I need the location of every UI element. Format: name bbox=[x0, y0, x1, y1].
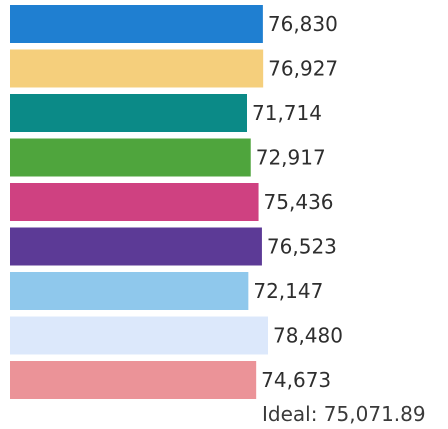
bar-value-label-8: 78,480 bbox=[273, 324, 343, 348]
bar-value-label-9: 74,673 bbox=[261, 368, 331, 392]
bar-value-label-7: 72,147 bbox=[253, 279, 323, 303]
bar-value-label-1: 76,830 bbox=[268, 12, 338, 36]
bar-7 bbox=[10, 272, 249, 310]
bars-layer bbox=[10, 5, 268, 399]
bar-6 bbox=[10, 227, 262, 266]
bar-value-label-4: 72,917 bbox=[256, 146, 326, 170]
bar-value-label-5: 75,436 bbox=[264, 190, 334, 214]
bar-3 bbox=[10, 94, 247, 132]
value-labels-layer: 76,830 76,927 71,714 72,917 75,436 76,523 72,1… bbox=[252, 12, 343, 392]
bar-1 bbox=[10, 5, 263, 43]
bar-8 bbox=[10, 316, 268, 355]
bar-value-label-2: 76,927 bbox=[268, 57, 338, 81]
bar-5 bbox=[10, 183, 259, 221]
bar-value-label-6: 76,523 bbox=[267, 235, 337, 259]
bar-4 bbox=[10, 138, 251, 177]
bar-9 bbox=[10, 361, 257, 399]
bar-value-label-3: 71,714 bbox=[252, 101, 322, 125]
bar-2 bbox=[10, 49, 264, 88]
ideal-value-label: Ideal: 75,071.89 bbox=[262, 402, 426, 426]
